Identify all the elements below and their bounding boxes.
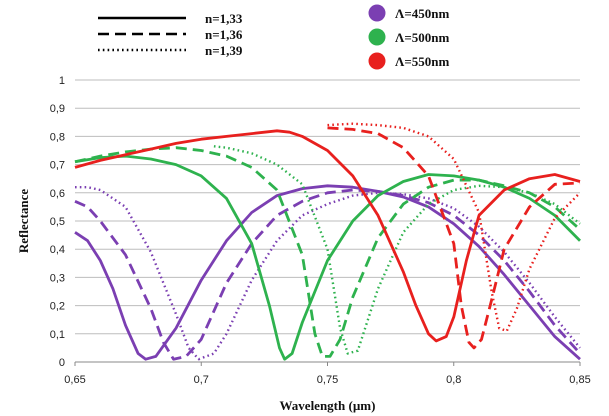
y-tick-label: 0,4: [50, 244, 65, 256]
legend-label: n=1,39: [205, 43, 243, 58]
y-tick-label: 0,7: [50, 160, 65, 172]
y-axis-title: Reflectance: [16, 189, 31, 253]
x-tick-label: 0,8: [446, 374, 461, 386]
series-lines: [74, 122, 582, 361]
y-tick-label: 0,3: [50, 272, 65, 284]
legend-swatch: [368, 4, 386, 22]
x-axis-title: Wavelength (µm): [280, 398, 376, 413]
legend-label: Λ=450nm: [395, 6, 449, 21]
y-tick-label: 0,2: [50, 301, 65, 313]
x-tick-label: 0,7: [194, 374, 209, 386]
series-line-500-1-36: [74, 146, 581, 358]
legend-label: n=1,36: [205, 27, 243, 42]
x-tick-label: 0,65: [64, 374, 85, 386]
y-tick-label: 0,1: [50, 329, 65, 341]
series-line-550-1-36: [327, 126, 581, 350]
legend-swatch: [368, 28, 386, 46]
series-line-550-1-39: [327, 122, 581, 333]
y-tick-label: 0,8: [50, 131, 65, 143]
legend-label: Λ=550nm: [395, 54, 449, 69]
legend: n=1,33n=1,36n=1,39 Λ=450nm Λ=500nm Λ=550nm: [98, 4, 449, 70]
gridlines: [75, 79, 580, 335]
legend-label: n=1,33: [205, 11, 243, 26]
series-line-450-1-33: [74, 184, 581, 361]
y-tick-label: 0,5: [50, 216, 65, 228]
x-axis-ticks: 0,65 0,7 0,75 0,8 0,85: [64, 362, 591, 386]
legend-label: Λ=500nm: [395, 30, 449, 45]
y-axis-ticks: 0 0,1 0,2 0,3 0,4 0,5 0,6 0,7 0,8 0,9 1: [50, 75, 65, 369]
series-line-450-1-36: [74, 188, 582, 361]
y-tick-label: 0: [59, 357, 65, 369]
series-line-450-1-39: [75, 186, 581, 361]
legend-swatch: [368, 52, 386, 70]
series-line-550-1-33: [74, 129, 581, 343]
y-tick-label: 0,6: [50, 188, 65, 200]
y-tick-label: 0,9: [50, 103, 65, 115]
y-tick-label: 1: [59, 75, 65, 87]
series-line-500-1-39: [213, 145, 581, 355]
x-tick-label: 0,75: [317, 374, 338, 386]
x-tick-label: 0,85: [569, 374, 590, 386]
